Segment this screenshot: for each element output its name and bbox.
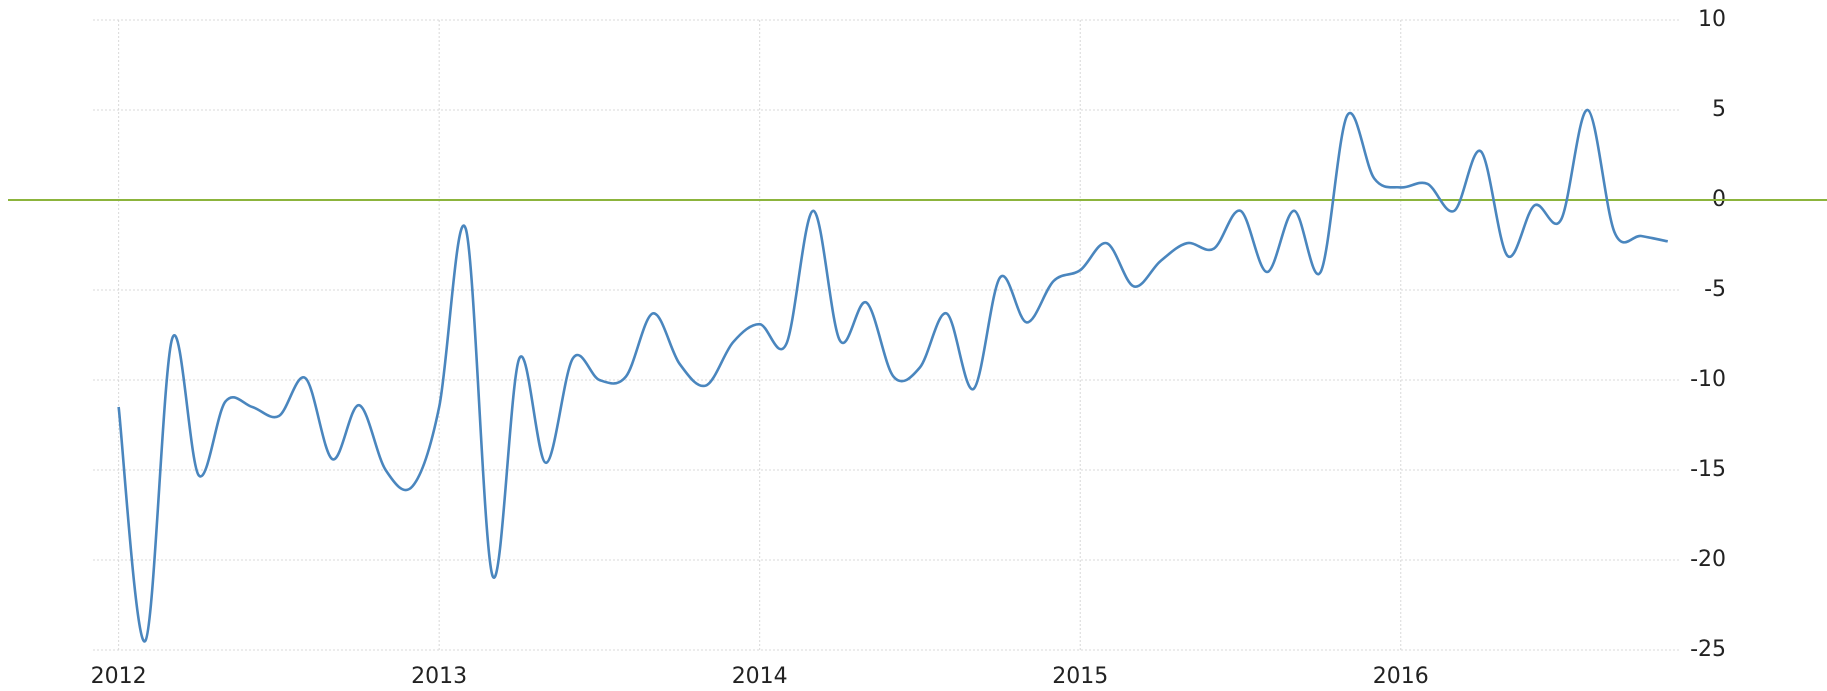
y-tick-label: 10 — [1698, 7, 1726, 32]
y-tick-label: 5 — [1712, 97, 1726, 122]
y-tick-label: -25 — [1690, 637, 1726, 662]
y-tick-label: -20 — [1690, 547, 1726, 572]
x-tick-label: 2014 — [732, 664, 788, 689]
x-tick-label: 2012 — [91, 664, 147, 689]
y-tick-label: -10 — [1690, 367, 1726, 392]
x-tick-label: 2015 — [1052, 664, 1108, 689]
line — [117, 108, 1669, 643]
x-tick-label: 2013 — [411, 664, 467, 689]
x-tick-label: 2016 — [1373, 664, 1429, 689]
y-tick-label: -15 — [1690, 457, 1726, 482]
y-tick-label: -5 — [1704, 277, 1726, 302]
